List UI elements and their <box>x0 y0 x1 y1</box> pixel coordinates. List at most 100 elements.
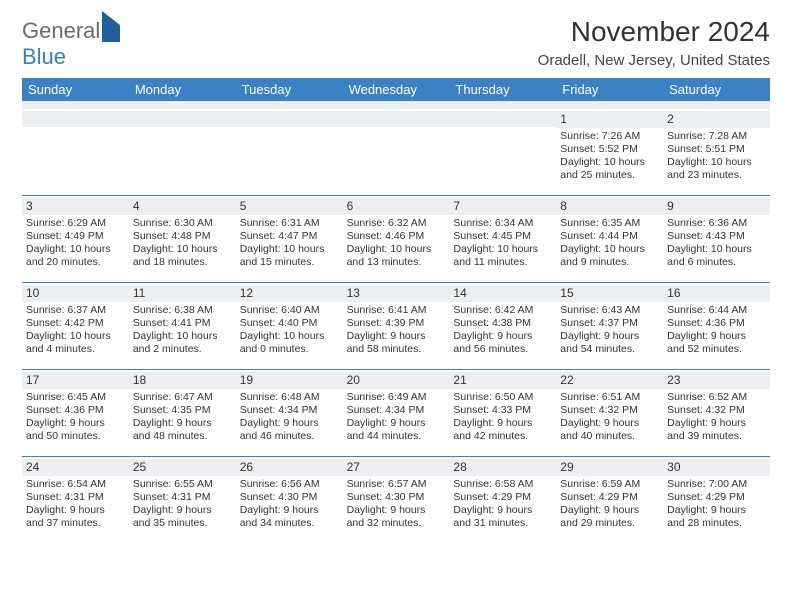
day-cell: 12Sunrise: 6:40 AMSunset: 4:40 PMDayligh… <box>236 283 343 369</box>
day-cell: 24Sunrise: 6:54 AMSunset: 4:31 PMDayligh… <box>22 457 129 543</box>
daylight-text: Daylight: 10 hours and 13 minutes. <box>347 243 446 269</box>
day-cell: 6Sunrise: 6:32 AMSunset: 4:46 PMDaylight… <box>343 196 450 282</box>
daylight-text: Daylight: 9 hours and 52 minutes. <box>667 330 766 356</box>
location-text: Oradell, New Jersey, United States <box>538 52 770 69</box>
week-row: 17Sunrise: 6:45 AMSunset: 4:36 PMDayligh… <box>22 369 770 456</box>
sunrise-text: Sunrise: 6:40 AM <box>240 304 339 317</box>
sunrise-text: Sunrise: 7:00 AM <box>667 478 766 491</box>
weekday-header: Monday <box>129 78 236 101</box>
sunrise-text: Sunrise: 6:45 AM <box>26 391 125 404</box>
sunrise-text: Sunrise: 6:59 AM <box>560 478 659 491</box>
sunrise-text: Sunrise: 6:51 AM <box>560 391 659 404</box>
day-number: 3 <box>22 198 129 215</box>
sunset-text: Sunset: 4:42 PM <box>26 317 125 330</box>
day-cell: 25Sunrise: 6:55 AMSunset: 4:31 PMDayligh… <box>129 457 236 543</box>
sunset-text: Sunset: 4:32 PM <box>667 404 766 417</box>
week-row: 10Sunrise: 6:37 AMSunset: 4:42 PMDayligh… <box>22 282 770 369</box>
sunrise-text: Sunrise: 6:57 AM <box>347 478 446 491</box>
day-cell: 23Sunrise: 6:52 AMSunset: 4:32 PMDayligh… <box>663 370 770 456</box>
day-number <box>22 111 129 127</box>
day-number <box>129 111 236 127</box>
header-row: General Blue November 2024 Oradell, New … <box>22 16 770 70</box>
day-cell: 7 Sunrise: 6:34 AMSunset: 4:45 PMDaylight… <box>449 196 556 282</box>
calendar-page: General Blue November 2024 Oradell, New … <box>0 0 792 559</box>
day-number: 5 <box>236 198 343 215</box>
week-row: 3Sunrise: 6:29 AMSunset: 4:49 PMDaylight… <box>22 195 770 282</box>
weekday-header-row: Sunday Monday Tuesday Wednesday Thursday… <box>22 78 770 101</box>
daylight-text: Daylight: 10 hours and 23 minutes. <box>667 156 766 182</box>
day-cell: 20Sunrise: 6:49 AMSunset: 4:34 PMDayligh… <box>343 370 450 456</box>
sunset-text: Sunset: 4:45 PM <box>453 230 552 243</box>
day-cell <box>449 109 556 195</box>
day-number: 27 <box>343 459 450 476</box>
day-number: 22 <box>556 372 663 389</box>
daylight-text: Daylight: 9 hours and 46 minutes. <box>240 417 339 443</box>
daylight-text: Daylight: 10 hours and 11 minutes. <box>453 243 552 269</box>
day-number: 24 <box>22 459 129 476</box>
day-cell: 17Sunrise: 6:45 AMSunset: 4:36 PMDayligh… <box>22 370 129 456</box>
daylight-text: Daylight: 9 hours and 28 minutes. <box>667 504 766 530</box>
sunrise-text: Sunrise: 6:42 AM <box>453 304 552 317</box>
day-cell: 11Sunrise: 6:38 AMSunset: 4:41 PMDayligh… <box>129 283 236 369</box>
sunrise-text: Sunrise: 6:52 AM <box>667 391 766 404</box>
day-cell: 16Sunrise: 6:44 AMSunset: 4:36 PMDayligh… <box>663 283 770 369</box>
day-number: 26 <box>236 459 343 476</box>
day-number: 16 <box>663 285 770 302</box>
day-number: 29 <box>556 459 663 476</box>
weekday-header: Tuesday <box>236 78 343 101</box>
day-number: 7 <box>449 198 556 215</box>
weekday-header: Thursday <box>449 78 556 101</box>
sunset-text: Sunset: 4:35 PM <box>133 404 232 417</box>
sunrise-text: Sunrise: 6:58 AM <box>453 478 552 491</box>
sunset-text: Sunset: 4:29 PM <box>667 491 766 504</box>
sunrise-text: Sunrise: 6:32 AM <box>347 217 446 230</box>
sunrise-text: Sunrise: 6:41 AM <box>347 304 446 317</box>
sunrise-text: Sunrise: 6:55 AM <box>133 478 232 491</box>
day-cell: 29Sunrise: 6:59 AMSunset: 4:29 PMDayligh… <box>556 457 663 543</box>
sunrise-text: Sunrise: 6:54 AM <box>26 478 125 491</box>
day-cell: 26Sunrise: 6:56 AMSunset: 4:30 PMDayligh… <box>236 457 343 543</box>
day-number: 10 <box>22 285 129 302</box>
daylight-text: Daylight: 9 hours and 37 minutes. <box>26 504 125 530</box>
day-number: 12 <box>236 285 343 302</box>
sunset-text: Sunset: 4:36 PM <box>667 317 766 330</box>
sunset-text: Sunset: 4:43 PM <box>667 230 766 243</box>
daylight-text: Daylight: 9 hours and 34 minutes. <box>240 504 339 530</box>
day-cell: 13Sunrise: 6:41 AMSunset: 4:39 PMDayligh… <box>343 283 450 369</box>
day-number: 1 <box>556 111 663 128</box>
day-cell: 14Sunrise: 6:42 AMSunset: 4:38 PMDayligh… <box>449 283 556 369</box>
daylight-text: Daylight: 9 hours and 31 minutes. <box>453 504 552 530</box>
day-number: 9 <box>663 198 770 215</box>
daylight-text: Daylight: 9 hours and 56 minutes. <box>453 330 552 356</box>
sunrise-text: Sunrise: 6:34 AM <box>453 217 552 230</box>
sunrise-text: Sunrise: 6:35 AM <box>560 217 659 230</box>
day-cell: 4Sunrise: 6:30 AMSunset: 4:48 PMDaylight… <box>129 196 236 282</box>
sunrise-text: Sunrise: 6:31 AM <box>240 217 339 230</box>
day-cell: 27Sunrise: 6:57 AMSunset: 4:30 PMDayligh… <box>343 457 450 543</box>
day-cell: 8Sunrise: 6:35 AMSunset: 4:44 PMDaylight… <box>556 196 663 282</box>
day-cell: 9Sunrise: 6:36 AMSunset: 4:43 PMDaylight… <box>663 196 770 282</box>
day-cell: 5Sunrise: 6:31 AMSunset: 4:47 PMDaylight… <box>236 196 343 282</box>
day-number: 11 <box>129 285 236 302</box>
sunset-text: Sunset: 4:39 PM <box>347 317 446 330</box>
day-number: 15 <box>556 285 663 302</box>
daylight-text: Daylight: 9 hours and 32 minutes. <box>347 504 446 530</box>
day-number: 6 <box>343 198 450 215</box>
logo: General Blue <box>22 16 120 70</box>
daylight-text: Daylight: 9 hours and 58 minutes. <box>347 330 446 356</box>
sunset-text: Sunset: 4:31 PM <box>133 491 232 504</box>
sunset-text: Sunset: 5:52 PM <box>560 143 659 156</box>
daylight-text: Daylight: 9 hours and 42 minutes. <box>453 417 552 443</box>
logo-text-part2: Blue <box>22 44 66 69</box>
day-number: 25 <box>129 459 236 476</box>
sunrise-text: Sunrise: 6:43 AM <box>560 304 659 317</box>
daylight-text: Daylight: 10 hours and 20 minutes. <box>26 243 125 269</box>
sunrise-text: Sunrise: 6:47 AM <box>133 391 232 404</box>
daylight-text: Daylight: 9 hours and 29 minutes. <box>560 504 659 530</box>
sunset-text: Sunset: 4:30 PM <box>240 491 339 504</box>
daylight-text: Daylight: 10 hours and 0 minutes. <box>240 330 339 356</box>
weekday-header: Sunday <box>22 78 129 101</box>
day-cell: 22Sunrise: 6:51 AMSunset: 4:32 PMDayligh… <box>556 370 663 456</box>
day-cell <box>129 109 236 195</box>
weekday-header: Friday <box>556 78 663 101</box>
